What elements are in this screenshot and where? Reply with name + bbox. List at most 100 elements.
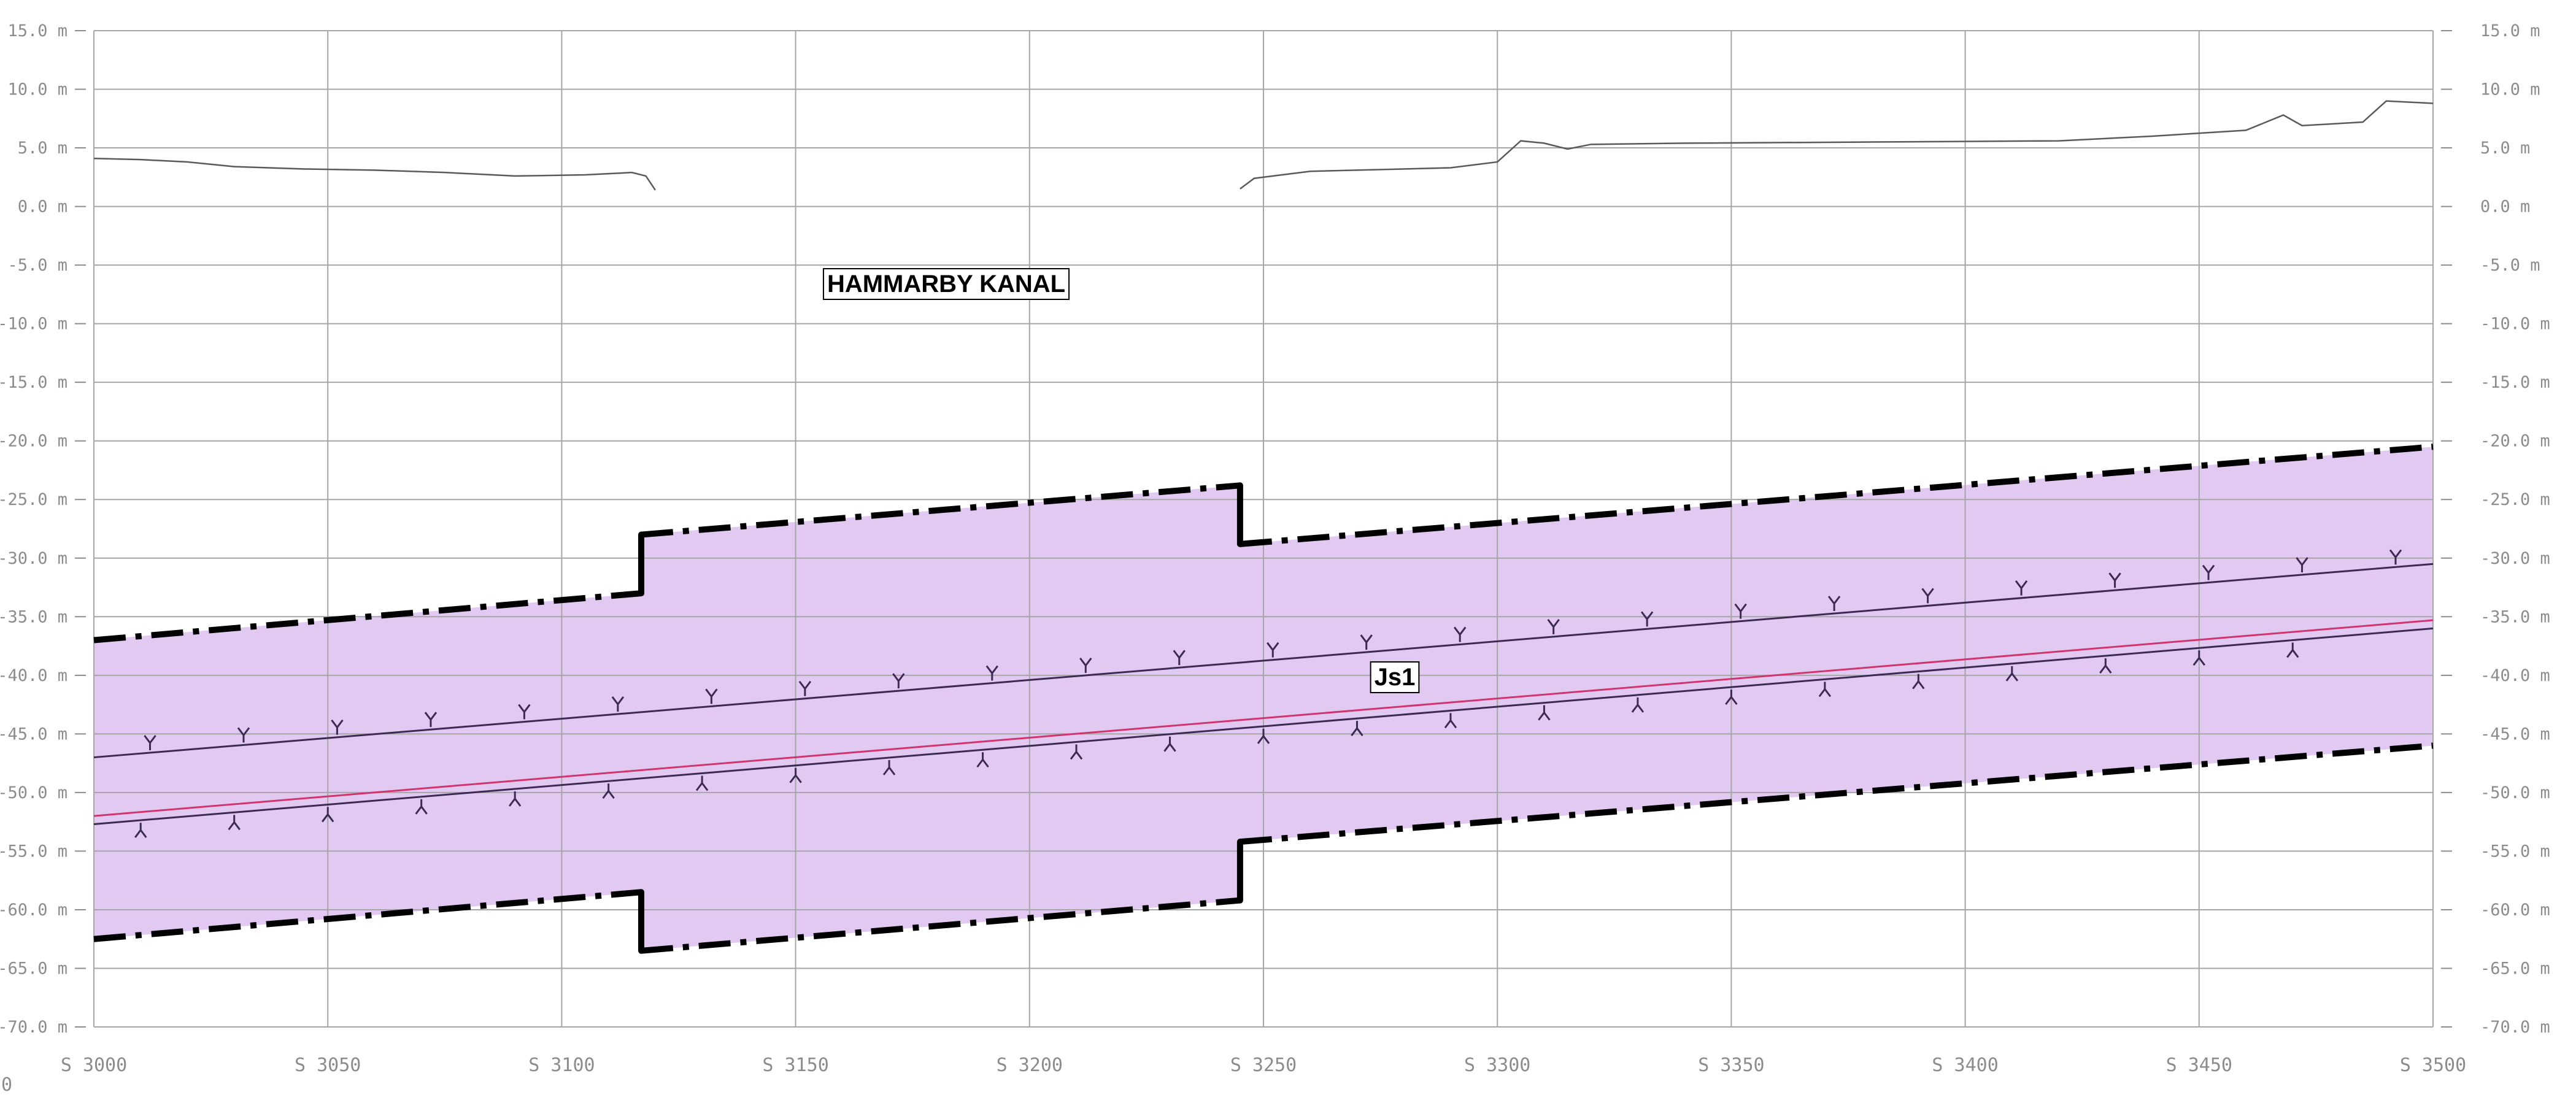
- y-tick-label-right: -25.0 m: [2480, 490, 2550, 509]
- rock-symbol-upper: [1173, 650, 1186, 666]
- rock-symbol-upper: [1267, 642, 1279, 658]
- y-tick-label-right: -45.0 m: [2480, 724, 2550, 744]
- x-tick-label: S 3300: [1464, 1055, 1530, 1076]
- y-tick-label-left: 5.0 m: [18, 139, 67, 158]
- rock-symbol-upper: [518, 704, 531, 720]
- rock-symbol-upper: [2108, 572, 2121, 588]
- rock-symbol-lower: [1257, 728, 1270, 744]
- rock-symbol-upper: [1454, 626, 1467, 642]
- y-tick-label-right: -10.0 m: [2480, 315, 2550, 334]
- y-tick-label-left: 0.0 m: [18, 198, 67, 217]
- y-tick-label-right: 0.0 m: [2480, 198, 2530, 217]
- zone-boundary-layer: [93, 444, 2434, 954]
- y-tick-label-right: 10.0 m: [2480, 80, 2540, 99]
- y-tick-label-right: -65.0 m: [2480, 959, 2550, 978]
- y-tick-label-right: -20.0 m: [2480, 432, 2550, 451]
- rock-symbol-lower: [1070, 744, 1083, 760]
- rock-symbol-upper: [1547, 618, 1560, 634]
- y-tick-label-left: -5.0 m: [7, 256, 67, 275]
- rock-symbol-lower: [1818, 682, 1832, 698]
- x-tick-label: S 3150: [762, 1055, 828, 1076]
- rock-symbol-lower: [602, 783, 615, 799]
- terrain-line: [1240, 100, 2434, 190]
- y-tick-label-right: -15.0 m: [2480, 373, 2550, 392]
- zone-boundary-segment: [1240, 742, 2434, 845]
- zone-boundary-segment: [641, 897, 1241, 954]
- y-tick-label-right: -40.0 m: [2480, 666, 2550, 685]
- rock-symbol-lower: [882, 759, 896, 775]
- rock-symbol-upper: [1640, 611, 1654, 627]
- rock-symbol-upper: [1921, 588, 1934, 604]
- rock-symbol-upper: [985, 665, 999, 681]
- rock-symbol-upper: [1827, 596, 1841, 612]
- rock-symbol-upper: [2389, 549, 2402, 565]
- rock-symbol-upper: [2015, 580, 2028, 596]
- y-tick-label-left: -60.0 m: [0, 901, 67, 920]
- x-tick-label: S 3200: [997, 1055, 1063, 1076]
- x-tick-label: S 3050: [295, 1055, 361, 1076]
- zone-label: Js1: [1375, 664, 1416, 691]
- corner-label: 0: [1, 1074, 12, 1096]
- rock-symbol-upper: [611, 696, 625, 712]
- rock-symbol-upper: [2296, 557, 2308, 572]
- x-tick-label: S 3350: [1698, 1055, 1764, 1076]
- y-tick-label-right: -55.0 m: [2480, 842, 2550, 861]
- rock-symbol-upper: [424, 712, 438, 728]
- rock-symbol-lower: [1631, 697, 1645, 713]
- rock-symbol-lower: [2192, 650, 2205, 666]
- y-tick-label-right: 5.0 m: [2480, 139, 2530, 158]
- grid-layer: [93, 30, 2434, 1028]
- x-tick-label: S 3250: [1230, 1055, 1297, 1076]
- canal-label-box: [822, 268, 1070, 300]
- x-tick-label: S 3500: [2400, 1055, 2466, 1076]
- rock-symbol-lower: [1725, 690, 1738, 705]
- zone-boundary-segment: [641, 482, 1241, 538]
- zone-boundary-segment: [93, 590, 642, 644]
- line-layer: [93, 100, 2434, 838]
- rock-symbol-upper: [144, 735, 156, 750]
- rock-symbol-lower: [976, 752, 989, 768]
- canal-label: HAMMARBY KANAL: [827, 271, 1065, 298]
- y-tick-label-left: -55.0 m: [0, 842, 67, 861]
- y-tick-label-right: 15.0 m: [2480, 21, 2540, 40]
- axis-tick-labels: 15.0 m 15.0 m 10.0 m 10.0 m 5.0 m 5.0 m 0.0 m 0…: [0, 21, 2550, 1076]
- rock-symbol-lower: [228, 815, 241, 831]
- rock-symbol-lower: [1444, 713, 1457, 729]
- rock-symbol-lower: [695, 775, 709, 791]
- rock-symbol-lower: [789, 767, 802, 783]
- rock-symbol-upper: [892, 673, 905, 689]
- rock-symbol-upper: [1079, 658, 1092, 673]
- rock-symbol-lower: [134, 823, 147, 838]
- y-tick-label-right: -30.0 m: [2480, 549, 2550, 568]
- y-tick-label-left: -50.0 m: [0, 783, 67, 802]
- x-tick-label: S 3450: [2166, 1055, 2232, 1076]
- y-tick-label-left: -70.0 m: [0, 1018, 67, 1037]
- rock-symbol-upper: [237, 727, 250, 743]
- zone-boundary-segment: [1240, 444, 2434, 547]
- zone-label-box: [1370, 661, 1420, 693]
- y-tick-label-left: -25.0 m: [0, 490, 67, 509]
- rock-symbol-upper: [1734, 603, 1747, 619]
- rock-symbol-upper: [1360, 634, 1373, 650]
- y-tick-label-left: -35.0 m: [0, 607, 67, 626]
- rock-symbol-lower: [1351, 721, 1363, 737]
- rock-symbol-upper: [2202, 564, 2215, 580]
- terrain-line: [93, 158, 656, 191]
- rock-symbol-lower: [2005, 666, 2019, 682]
- rock-symbol-upper: [331, 719, 344, 735]
- y-tick-label-left: 15.0 m: [7, 21, 67, 40]
- y-tick-label-left: -40.0 m: [0, 666, 67, 685]
- x-tick-label: S 3000: [61, 1055, 127, 1076]
- x-tick-label: S 3400: [1932, 1055, 1998, 1076]
- y-tick-label-right: -50.0 m: [2480, 783, 2550, 802]
- rock-symbol-upper: [705, 688, 718, 704]
- rock-symbol-upper: [798, 680, 812, 696]
- y-tick-label-left: -10.0 m: [0, 315, 67, 334]
- rock-symbol-lower: [1912, 674, 1925, 690]
- y-tick-label-left: 10.0 m: [7, 80, 67, 99]
- rock-symbol-lower: [322, 807, 334, 823]
- y-tick-label-right: -35.0 m: [2480, 607, 2550, 626]
- x-tick-label: S 3100: [528, 1055, 595, 1076]
- y-tick-label-left: -45.0 m: [0, 724, 67, 744]
- rock-symbol-lower: [415, 799, 428, 815]
